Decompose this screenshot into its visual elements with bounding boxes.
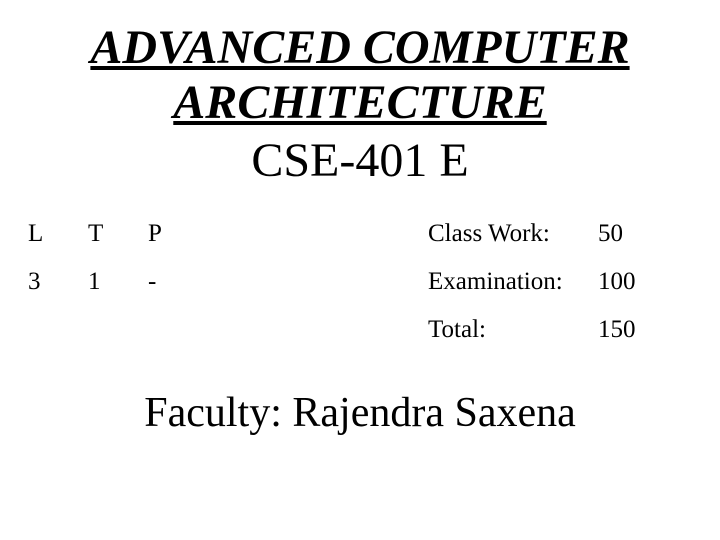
title-line-2: ARCHITECTURE [28,75,692,130]
total-value: 150 [598,316,658,344]
spacer [208,316,428,344]
ltp-header-t: T [88,220,148,248]
ltp-header-p: P [148,220,208,248]
info-grid: L T P Class Work: 50 3 1 - Examination: … [28,220,692,344]
ltp-value-t: 1 [88,268,148,296]
examination-value: 100 [598,268,658,296]
spacer [208,220,428,248]
class-work-label: Class Work: [428,220,598,248]
title-block: ADVANCED COMPUTER ARCHITECTURE CSE-401 E [28,20,692,190]
examination-label: Examination: [428,268,598,296]
class-work-value: 50 [598,220,658,248]
title-line-1: ADVANCED COMPUTER [28,20,692,75]
course-code: CSE-401 E [28,132,692,190]
spacer [148,316,208,344]
spacer [88,316,148,344]
total-label: Total: [428,316,598,344]
ltp-header-l: L [28,220,88,248]
faculty-name: Faculty: Rajendra Saxena [28,389,692,437]
spacer [208,268,428,296]
spacer [28,316,88,344]
ltp-value-p: - [148,268,208,296]
ltp-value-l: 3 [28,268,88,296]
